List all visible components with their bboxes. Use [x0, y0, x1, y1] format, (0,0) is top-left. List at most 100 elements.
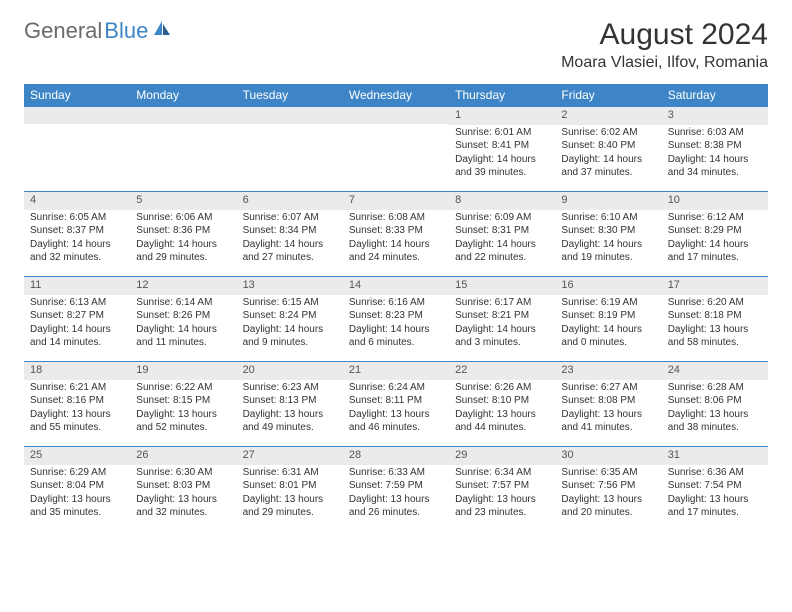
- day-number: 8: [449, 192, 555, 210]
- day-header: Saturday: [662, 84, 768, 106]
- daylight-text: and 39 minutes.: [455, 167, 549, 180]
- sunrise-text: Sunrise: 6:14 AM: [136, 297, 230, 310]
- day-header: Tuesday: [237, 84, 343, 106]
- daylight-text: Daylight: 13 hours: [243, 409, 337, 422]
- month-title: August 2024: [561, 18, 768, 52]
- day-cell: 3Sunrise: 6:03 AMSunset: 8:38 PMDaylight…: [662, 107, 768, 191]
- day-cell: 10Sunrise: 6:12 AMSunset: 8:29 PMDayligh…: [662, 192, 768, 276]
- day-body: Sunrise: 6:06 AMSunset: 8:36 PMDaylight:…: [130, 210, 236, 270]
- daylight-text: Daylight: 14 hours: [455, 154, 549, 167]
- day-body: Sunrise: 6:20 AMSunset: 8:18 PMDaylight:…: [662, 295, 768, 355]
- day-body: Sunrise: 6:10 AMSunset: 8:30 PMDaylight:…: [555, 210, 661, 270]
- week-row: 1Sunrise: 6:01 AMSunset: 8:41 PMDaylight…: [24, 106, 768, 191]
- daylight-text: Daylight: 13 hours: [668, 494, 762, 507]
- day-body: Sunrise: 6:15 AMSunset: 8:24 PMDaylight:…: [237, 295, 343, 355]
- daylight-text: and 17 minutes.: [668, 252, 762, 265]
- sunrise-text: Sunrise: 6:05 AM: [30, 212, 124, 225]
- day-number: 21: [343, 362, 449, 380]
- sunrise-text: Sunrise: 6:06 AM: [136, 212, 230, 225]
- day-header: Wednesday: [343, 84, 449, 106]
- daylight-text: and 34 minutes.: [668, 167, 762, 180]
- sunrise-text: Sunrise: 6:23 AM: [243, 382, 337, 395]
- daylight-text: and 46 minutes.: [349, 422, 443, 435]
- daylight-text: and 41 minutes.: [561, 422, 655, 435]
- daylight-text: Daylight: 14 hours: [243, 324, 337, 337]
- daylight-text: Daylight: 13 hours: [455, 494, 549, 507]
- sunrise-text: Sunrise: 6:26 AM: [455, 382, 549, 395]
- daylight-text: and 32 minutes.: [136, 507, 230, 520]
- daylight-text: Daylight: 13 hours: [136, 494, 230, 507]
- day-cell: [343, 107, 449, 191]
- daylight-text: Daylight: 13 hours: [136, 409, 230, 422]
- daylight-text: Daylight: 14 hours: [561, 154, 655, 167]
- day-number: 24: [662, 362, 768, 380]
- day-cell: [24, 107, 130, 191]
- day-number: 11: [24, 277, 130, 295]
- week-row: 18Sunrise: 6:21 AMSunset: 8:16 PMDayligh…: [24, 361, 768, 446]
- sunrise-text: Sunrise: 6:29 AM: [30, 467, 124, 480]
- sunset-text: Sunset: 8:31 PM: [455, 225, 549, 238]
- daylight-text: and 0 minutes.: [561, 337, 655, 350]
- sunrise-text: Sunrise: 6:28 AM: [668, 382, 762, 395]
- daylight-text: Daylight: 14 hours: [30, 324, 124, 337]
- sunrise-text: Sunrise: 6:13 AM: [30, 297, 124, 310]
- day-cell: 26Sunrise: 6:30 AMSunset: 8:03 PMDayligh…: [130, 447, 236, 531]
- day-number: 26: [130, 447, 236, 465]
- day-body: Sunrise: 6:14 AMSunset: 8:26 PMDaylight:…: [130, 295, 236, 355]
- day-cell: 29Sunrise: 6:34 AMSunset: 7:57 PMDayligh…: [449, 447, 555, 531]
- day-number: 15: [449, 277, 555, 295]
- sunset-text: Sunset: 7:57 PM: [455, 480, 549, 493]
- sunset-text: Sunset: 7:54 PM: [668, 480, 762, 493]
- day-body: Sunrise: 6:28 AMSunset: 8:06 PMDaylight:…: [662, 380, 768, 440]
- day-cell: 5Sunrise: 6:06 AMSunset: 8:36 PMDaylight…: [130, 192, 236, 276]
- sunset-text: Sunset: 8:34 PM: [243, 225, 337, 238]
- sunrise-text: Sunrise: 6:21 AM: [30, 382, 124, 395]
- sunset-text: Sunset: 8:10 PM: [455, 395, 549, 408]
- sunrise-text: Sunrise: 6:36 AM: [668, 467, 762, 480]
- day-number: 22: [449, 362, 555, 380]
- day-header-row: SundayMondayTuesdayWednesdayThursdayFrid…: [24, 84, 768, 106]
- sunrise-text: Sunrise: 6:22 AM: [136, 382, 230, 395]
- day-number: 3: [662, 107, 768, 125]
- sunset-text: Sunset: 8:01 PM: [243, 480, 337, 493]
- day-cell: 13Sunrise: 6:15 AMSunset: 8:24 PMDayligh…: [237, 277, 343, 361]
- daylight-text: Daylight: 13 hours: [561, 494, 655, 507]
- sail-icon: [152, 19, 172, 42]
- day-body: Sunrise: 6:26 AMSunset: 8:10 PMDaylight:…: [449, 380, 555, 440]
- day-number: 25: [24, 447, 130, 465]
- day-number: 19: [130, 362, 236, 380]
- daylight-text: and 29 minutes.: [243, 507, 337, 520]
- day-body: Sunrise: 6:33 AMSunset: 7:59 PMDaylight:…: [343, 465, 449, 525]
- day-body: Sunrise: 6:02 AMSunset: 8:40 PMDaylight:…: [555, 125, 661, 185]
- day-body: Sunrise: 6:35 AMSunset: 7:56 PMDaylight:…: [555, 465, 661, 525]
- day-body: Sunrise: 6:13 AMSunset: 8:27 PMDaylight:…: [24, 295, 130, 355]
- day-number: 16: [555, 277, 661, 295]
- day-cell: 22Sunrise: 6:26 AMSunset: 8:10 PMDayligh…: [449, 362, 555, 446]
- day-number-empty: [237, 107, 343, 124]
- day-cell: 7Sunrise: 6:08 AMSunset: 8:33 PMDaylight…: [343, 192, 449, 276]
- sunset-text: Sunset: 8:13 PM: [243, 395, 337, 408]
- day-number: 13: [237, 277, 343, 295]
- sunrise-text: Sunrise: 6:02 AM: [561, 127, 655, 140]
- daylight-text: and 19 minutes.: [561, 252, 655, 265]
- sunset-text: Sunset: 8:29 PM: [668, 225, 762, 238]
- day-cell: 14Sunrise: 6:16 AMSunset: 8:23 PMDayligh…: [343, 277, 449, 361]
- day-cell: 16Sunrise: 6:19 AMSunset: 8:19 PMDayligh…: [555, 277, 661, 361]
- day-body: Sunrise: 6:17 AMSunset: 8:21 PMDaylight:…: [449, 295, 555, 355]
- day-body: Sunrise: 6:29 AMSunset: 8:04 PMDaylight:…: [24, 465, 130, 525]
- day-cell: 18Sunrise: 6:21 AMSunset: 8:16 PMDayligh…: [24, 362, 130, 446]
- day-body: Sunrise: 6:16 AMSunset: 8:23 PMDaylight:…: [343, 295, 449, 355]
- sunrise-text: Sunrise: 6:09 AM: [455, 212, 549, 225]
- sunrise-text: Sunrise: 6:35 AM: [561, 467, 655, 480]
- daylight-text: and 35 minutes.: [30, 507, 124, 520]
- sunset-text: Sunset: 8:23 PM: [349, 310, 443, 323]
- day-header: Friday: [555, 84, 661, 106]
- logo-text-gray: General: [24, 18, 102, 44]
- daylight-text: Daylight: 14 hours: [561, 324, 655, 337]
- sunset-text: Sunset: 8:21 PM: [455, 310, 549, 323]
- day-cell: 15Sunrise: 6:17 AMSunset: 8:21 PMDayligh…: [449, 277, 555, 361]
- day-number: 10: [662, 192, 768, 210]
- day-body: Sunrise: 6:21 AMSunset: 8:16 PMDaylight:…: [24, 380, 130, 440]
- day-number: 1: [449, 107, 555, 125]
- sunset-text: Sunset: 8:24 PM: [243, 310, 337, 323]
